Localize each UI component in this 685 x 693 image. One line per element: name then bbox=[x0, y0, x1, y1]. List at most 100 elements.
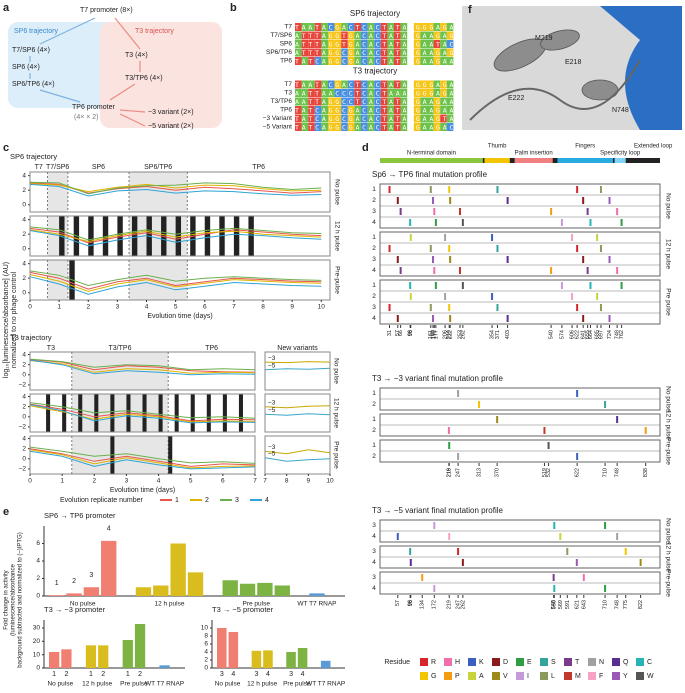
base-cell bbox=[301, 89, 309, 97]
mutation bbox=[616, 533, 619, 540]
mutation bbox=[409, 234, 412, 241]
replicate-line bbox=[29, 226, 322, 241]
mutation bbox=[399, 208, 402, 215]
variant: −5 variant (2×) bbox=[148, 123, 194, 130]
subplot-frame bbox=[29, 215, 331, 257]
base-cell bbox=[354, 80, 361, 89]
mutation bbox=[388, 186, 391, 193]
t3-box bbox=[100, 22, 222, 128]
block-title: SP6 trajectory bbox=[10, 152, 57, 161]
base-cell bbox=[374, 57, 381, 65]
base-cell bbox=[347, 80, 355, 89]
position-label: 134 bbox=[420, 600, 426, 609]
bar bbox=[170, 543, 186, 596]
base-cell bbox=[354, 97, 361, 106]
base-cell bbox=[380, 57, 388, 65]
position-label: 710 bbox=[603, 468, 609, 477]
legend-swatch bbox=[444, 672, 452, 680]
base-cell bbox=[361, 57, 368, 65]
legend-swatch bbox=[540, 672, 548, 680]
position-label: 247 bbox=[456, 600, 462, 609]
mutation bbox=[550, 267, 553, 274]
position-label: 253 bbox=[457, 330, 463, 339]
mutation bbox=[429, 304, 432, 311]
sequence-name: T7 bbox=[284, 81, 292, 88]
legend-label: 3 bbox=[235, 497, 239, 504]
condition-label: Pre-pulse bbox=[333, 266, 340, 294]
base-cell bbox=[341, 89, 348, 97]
base-cell bbox=[367, 97, 375, 106]
base-cell bbox=[347, 31, 355, 40]
base-cell bbox=[295, 23, 302, 31]
base-cell bbox=[413, 89, 421, 97]
mutation bbox=[575, 559, 578, 566]
base-cell bbox=[301, 106, 309, 114]
replicate-line bbox=[29, 229, 322, 243]
base-cell bbox=[413, 57, 421, 65]
base-cell bbox=[334, 114, 342, 123]
y-tick-label: 0 bbox=[22, 414, 26, 421]
y-tick-label: 2 bbox=[22, 275, 26, 282]
base-cell bbox=[433, 123, 441, 131]
base-cell bbox=[308, 97, 315, 106]
base-cell bbox=[394, 40, 401, 48]
replicate-line bbox=[29, 274, 322, 292]
replicate-label: 1 bbox=[372, 390, 376, 397]
base-cell bbox=[295, 48, 302, 57]
bar-label: 3 bbox=[254, 671, 258, 678]
sp6-box bbox=[8, 22, 120, 108]
base-cell bbox=[420, 57, 427, 65]
mutation bbox=[582, 256, 585, 263]
base-cell bbox=[400, 57, 408, 65]
base-cell bbox=[334, 48, 342, 57]
base-cell bbox=[308, 23, 315, 31]
base-cell bbox=[433, 40, 441, 48]
base-cell bbox=[321, 123, 328, 131]
mutation bbox=[388, 304, 391, 311]
sequence-name: T3 bbox=[284, 90, 292, 97]
base-cell bbox=[361, 106, 368, 114]
mutation bbox=[409, 559, 412, 566]
base-cell bbox=[347, 40, 355, 48]
base-cell bbox=[354, 40, 361, 48]
mutation bbox=[433, 585, 436, 592]
bar-label: 4 bbox=[266, 671, 270, 678]
root-promoter: T7 promoter (8×) bbox=[80, 7, 133, 14]
group-label: Pre pulse bbox=[120, 681, 148, 688]
replicate-label: 4 bbox=[372, 267, 376, 274]
mutation bbox=[448, 304, 451, 311]
base-cell bbox=[361, 123, 368, 131]
replicate-line bbox=[29, 404, 256, 424]
legend-swatch bbox=[612, 672, 620, 680]
base-cell bbox=[295, 40, 302, 48]
position-label: 748 bbox=[615, 468, 621, 477]
bar bbox=[135, 587, 152, 596]
sequence-name: −5 Variant bbox=[263, 124, 293, 131]
y-tick-label: 10 bbox=[33, 651, 41, 658]
base-cell bbox=[433, 48, 441, 57]
mutation bbox=[506, 315, 509, 322]
mutation bbox=[616, 267, 619, 274]
legend-swatch bbox=[516, 672, 524, 680]
base-cell bbox=[446, 123, 454, 131]
base-cell bbox=[314, 40, 322, 48]
sequence-name: T7/SP6 bbox=[270, 32, 292, 39]
replicate-label: 1 bbox=[372, 186, 376, 193]
sequence-name: −3 Variant bbox=[263, 115, 293, 122]
base-cell bbox=[420, 123, 427, 131]
base-cell bbox=[314, 31, 322, 40]
phase-label: T3/TP6 bbox=[109, 345, 132, 352]
legend-swatch bbox=[468, 672, 476, 680]
replicate-label: 1 bbox=[372, 416, 376, 423]
replicate-line bbox=[29, 271, 322, 290]
mutation bbox=[448, 245, 451, 252]
y-tick-label: –2 bbox=[19, 424, 27, 431]
x-tick-label: 1 bbox=[60, 478, 64, 485]
y-tick-label: 6 bbox=[36, 540, 40, 547]
base-cell bbox=[394, 106, 401, 114]
base-cell bbox=[367, 106, 375, 114]
position-label: 643 bbox=[581, 600, 587, 609]
step: SP6 (4×) bbox=[12, 64, 40, 71]
base-cell bbox=[387, 97, 394, 106]
base-cell bbox=[380, 123, 388, 131]
